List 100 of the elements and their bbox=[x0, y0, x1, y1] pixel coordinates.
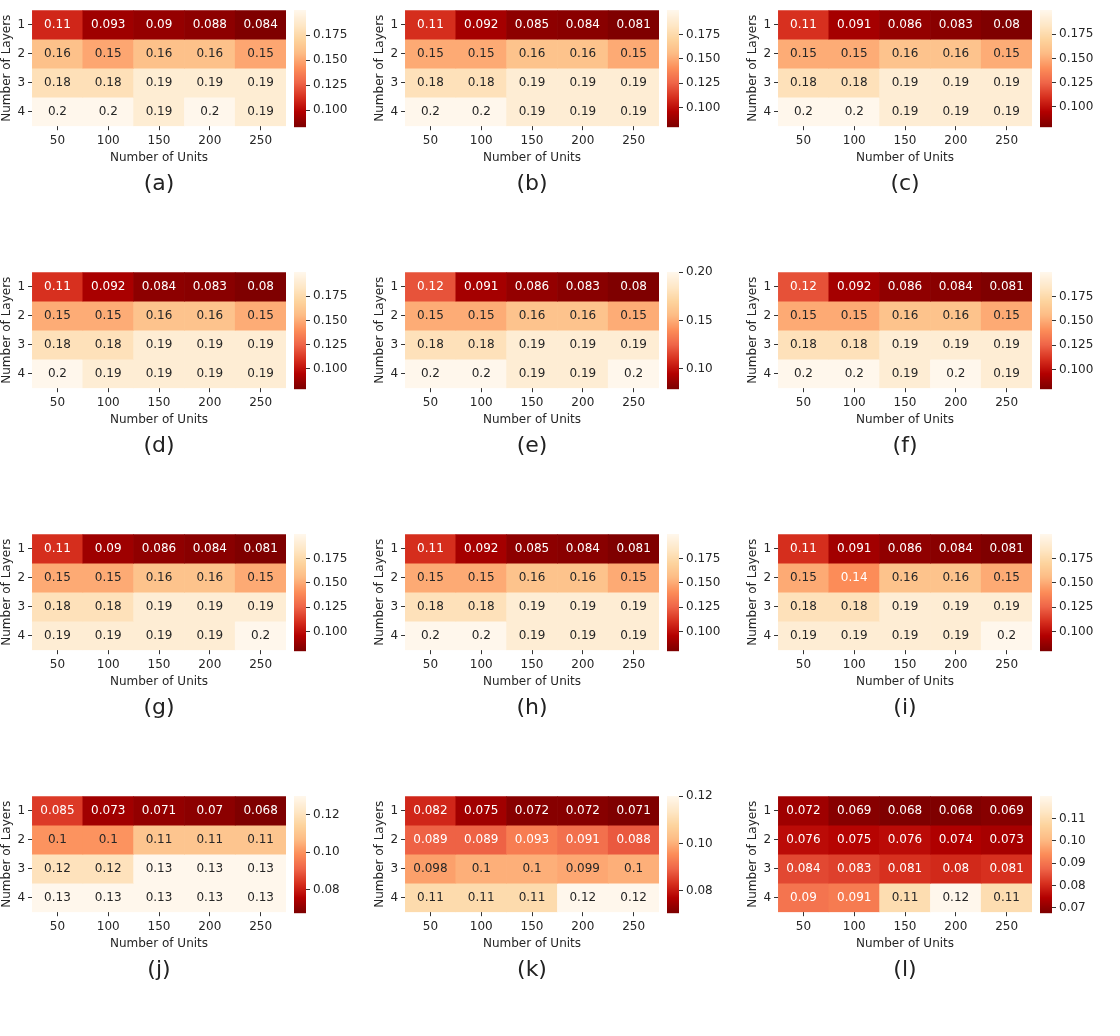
color-bar-label: 0.10 bbox=[686, 360, 713, 375]
y-tick-label: 1 bbox=[763, 278, 772, 293]
color-bar-label: 0.175 bbox=[686, 26, 721, 41]
color-bar-label: 0.125 bbox=[313, 77, 348, 92]
data-label: 0.19 bbox=[569, 103, 597, 118]
color-bar-label: 0.125 bbox=[686, 75, 721, 90]
data-label: 0.19 bbox=[196, 365, 224, 380]
x-tick-label: 150 bbox=[893, 394, 917, 409]
data-label: 0.088 bbox=[616, 831, 651, 846]
data-label: 0.19 bbox=[145, 627, 173, 642]
data-label: 0.16 bbox=[569, 569, 597, 584]
data-label: 0.085 bbox=[514, 16, 550, 31]
data-label: 0.086 bbox=[141, 540, 177, 555]
data-label: 0.15 bbox=[94, 569, 122, 584]
color-bar-label: 0.20 bbox=[686, 264, 713, 279]
data-label: 0.2 bbox=[471, 365, 491, 380]
data-label: 0.1 bbox=[47, 831, 67, 846]
data-label: 0.084 bbox=[938, 278, 973, 293]
text: (d) bbox=[142, 432, 176, 457]
data-label: 0.11 bbox=[44, 540, 71, 555]
data-label: 0.15 bbox=[467, 569, 495, 584]
data-label: 0.18 bbox=[44, 74, 71, 89]
data-label: 0.18 bbox=[840, 336, 868, 351]
data-label: 0.076 bbox=[786, 831, 821, 846]
data-label: 0.19 bbox=[620, 336, 647, 351]
data-label: 0.081 bbox=[243, 540, 278, 555]
data-label: 0.15 bbox=[417, 569, 444, 584]
color-bar-label: 0.175 bbox=[313, 550, 348, 565]
data-label: 0.11 bbox=[44, 16, 71, 31]
data-label: 0.2 bbox=[471, 627, 491, 642]
data-label: 0.072 bbox=[514, 802, 550, 817]
x-tick-label: 50 bbox=[795, 918, 812, 933]
data-label: 0.16 bbox=[518, 569, 546, 584]
data-label: 0.18 bbox=[467, 598, 495, 613]
x-tick-label: 200 bbox=[944, 918, 968, 933]
text: (c) bbox=[889, 170, 921, 195]
data-label: 0.15 bbox=[790, 569, 817, 584]
data-label: 0.14 bbox=[840, 569, 868, 584]
data-label: 0.16 bbox=[145, 45, 173, 60]
data-label: 0.19 bbox=[94, 365, 122, 380]
data-label: 0.2 bbox=[793, 103, 813, 118]
data-label: 0.11 bbox=[145, 831, 173, 846]
data-label: 0.19 bbox=[840, 627, 868, 642]
x-axis-title: Number of Units bbox=[482, 935, 582, 950]
color-bar-label: 0.150 bbox=[686, 51, 721, 66]
data-label: 0.19 bbox=[518, 103, 546, 118]
data-label: 0.083 bbox=[938, 16, 973, 31]
color-bar-label: 0.175 bbox=[313, 288, 348, 303]
data-label: 0.19 bbox=[942, 336, 970, 351]
color-bar-label: 0.07 bbox=[1059, 899, 1086, 914]
y-tick-label: 3 bbox=[17, 336, 26, 351]
x-tick-label: 150 bbox=[520, 656, 544, 671]
y-tick-label: 2 bbox=[17, 831, 26, 846]
data-label: 0.19 bbox=[518, 74, 546, 89]
data-label: 0.072 bbox=[565, 802, 600, 817]
color-bar-label: 0.100 bbox=[313, 623, 348, 638]
data-label: 0.08 bbox=[993, 16, 1020, 31]
x-tick-label: 250 bbox=[995, 394, 1019, 409]
data-label: 0.13 bbox=[196, 860, 224, 875]
x-tick-label: 200 bbox=[571, 656, 595, 671]
data-label: 0.19 bbox=[94, 627, 122, 642]
data-label: 0.073 bbox=[91, 802, 126, 817]
x-tick-label: 150 bbox=[893, 656, 917, 671]
data-label: 0.15 bbox=[247, 569, 274, 584]
color-bar-label: 0.100 bbox=[1059, 623, 1094, 638]
y-axis-title: Number of Layers bbox=[0, 538, 14, 646]
data-label: 0.19 bbox=[569, 365, 597, 380]
data-label: 0.2 bbox=[200, 103, 220, 118]
data-label: 0.091 bbox=[837, 540, 872, 555]
data-label: 0.18 bbox=[417, 336, 444, 351]
data-label: 0.19 bbox=[145, 365, 173, 380]
data-label: 0.19 bbox=[145, 336, 173, 351]
color-bar-label: 0.100 bbox=[313, 360, 348, 375]
data-label: 0.11 bbox=[993, 889, 1020, 904]
y-axis-title: Number of Layers bbox=[0, 800, 14, 908]
data-label: 0.15 bbox=[247, 307, 274, 322]
y-tick-label: 2 bbox=[17, 45, 26, 60]
data-label: 0.18 bbox=[44, 336, 71, 351]
y-tick-label: 4 bbox=[17, 627, 26, 642]
color-bar-label: 0.175 bbox=[1059, 550, 1094, 565]
y-tick-label: 4 bbox=[763, 103, 772, 118]
text: (k) bbox=[516, 956, 548, 981]
data-label: 0.15 bbox=[467, 307, 495, 322]
data-label: 0.13 bbox=[196, 889, 224, 904]
data-label: 0.11 bbox=[518, 889, 546, 904]
data-label: 0.16 bbox=[196, 307, 224, 322]
data-label: 0.2 bbox=[420, 365, 440, 380]
color-bar-label: 0.08 bbox=[313, 881, 340, 896]
data-label: 0.2 bbox=[997, 627, 1017, 642]
data-label: 0.15 bbox=[417, 307, 444, 322]
y-tick-label: 1 bbox=[17, 802, 26, 817]
y-tick-label: 3 bbox=[763, 74, 772, 89]
data-label: 0.12 bbox=[44, 860, 71, 875]
data-label: 0.16 bbox=[196, 45, 224, 60]
y-tick-label: 2 bbox=[390, 831, 399, 846]
y-tick-label: 4 bbox=[17, 365, 26, 380]
data-label: 0.19 bbox=[196, 74, 224, 89]
x-tick-label: 200 bbox=[571, 918, 595, 933]
x-tick-label: 250 bbox=[995, 656, 1019, 671]
data-label: 0.11 bbox=[417, 889, 444, 904]
